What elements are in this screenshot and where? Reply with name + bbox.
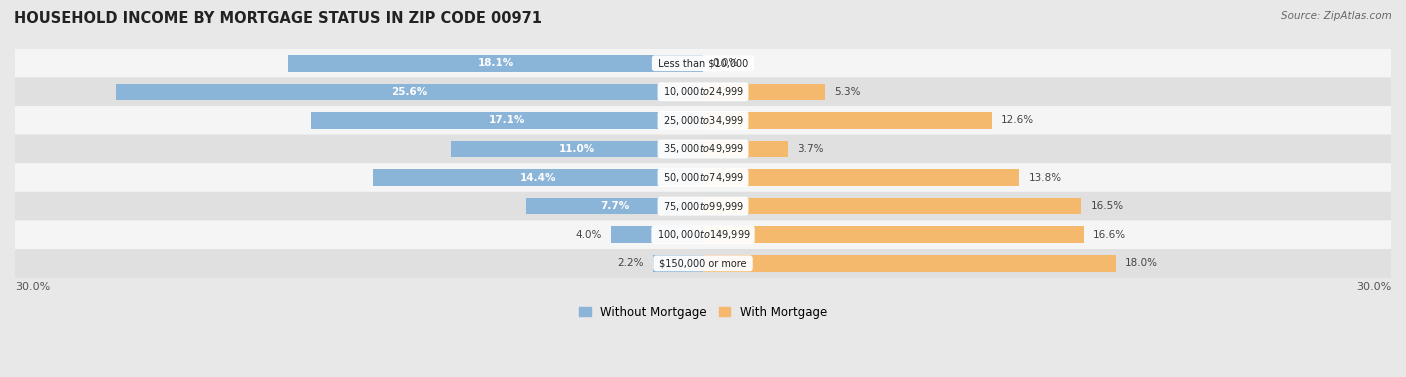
FancyBboxPatch shape [15, 163, 1391, 192]
FancyBboxPatch shape [15, 192, 1391, 221]
Bar [288, 55, 703, 72]
FancyBboxPatch shape [15, 135, 1391, 163]
Text: 30.0%: 30.0% [15, 282, 51, 292]
Text: 2.2%: 2.2% [617, 258, 644, 268]
Bar [526, 198, 703, 215]
FancyBboxPatch shape [15, 221, 1391, 249]
Text: 13.8%: 13.8% [1029, 173, 1062, 182]
Legend: Without Mortgage, With Mortgage: Without Mortgage, With Mortgage [575, 302, 831, 322]
Text: 18.1%: 18.1% [477, 58, 513, 68]
Text: 16.5%: 16.5% [1091, 201, 1123, 211]
Text: 25.6%: 25.6% [391, 87, 427, 97]
Text: Source: ZipAtlas.com: Source: ZipAtlas.com [1281, 11, 1392, 21]
Text: $100,000 to $149,999: $100,000 to $149,999 [654, 228, 752, 241]
Text: 5.3%: 5.3% [834, 87, 860, 97]
Text: 11.0%: 11.0% [558, 144, 595, 154]
Text: 3.7%: 3.7% [797, 144, 824, 154]
Bar [703, 198, 1081, 215]
Text: 14.4%: 14.4% [520, 173, 557, 182]
Text: $10,000 to $24,999: $10,000 to $24,999 [661, 85, 745, 98]
Bar [703, 169, 1019, 186]
Bar [703, 227, 1084, 243]
Bar [652, 255, 703, 272]
Text: 18.0%: 18.0% [1125, 258, 1159, 268]
FancyBboxPatch shape [15, 249, 1391, 277]
Text: 16.6%: 16.6% [1092, 230, 1126, 240]
Text: HOUSEHOLD INCOME BY MORTGAGE STATUS IN ZIP CODE 00971: HOUSEHOLD INCOME BY MORTGAGE STATUS IN Z… [14, 11, 543, 26]
Bar [703, 255, 1116, 272]
FancyBboxPatch shape [15, 78, 1391, 106]
Text: 0.0%: 0.0% [713, 58, 738, 68]
Bar [451, 141, 703, 157]
Text: $25,000 to $34,999: $25,000 to $34,999 [661, 114, 745, 127]
Text: 12.6%: 12.6% [1001, 115, 1035, 126]
FancyBboxPatch shape [15, 49, 1391, 78]
Text: 4.0%: 4.0% [575, 230, 602, 240]
Text: 7.7%: 7.7% [600, 201, 630, 211]
Text: 30.0%: 30.0% [1355, 282, 1391, 292]
Text: $150,000 or more: $150,000 or more [657, 258, 749, 268]
Bar [612, 227, 703, 243]
Bar [703, 112, 993, 129]
Bar [703, 141, 787, 157]
Text: $50,000 to $74,999: $50,000 to $74,999 [661, 171, 745, 184]
Text: $35,000 to $49,999: $35,000 to $49,999 [661, 143, 745, 155]
FancyBboxPatch shape [15, 106, 1391, 135]
Text: 17.1%: 17.1% [489, 115, 524, 126]
Bar [115, 84, 703, 100]
Bar [703, 84, 824, 100]
Text: Less than $10,000: Less than $10,000 [655, 58, 751, 68]
Bar [311, 112, 703, 129]
Text: $75,000 to $99,999: $75,000 to $99,999 [661, 200, 745, 213]
Bar [373, 169, 703, 186]
